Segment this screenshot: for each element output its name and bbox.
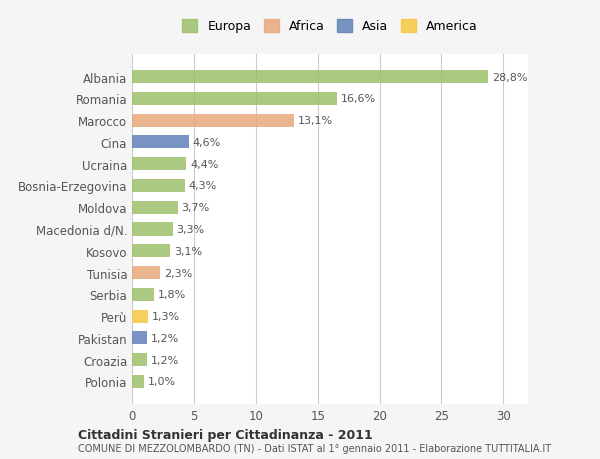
Bar: [132, 136, 189, 149]
Bar: [132, 201, 178, 214]
Text: 13,1%: 13,1%: [298, 116, 333, 126]
Text: 1,0%: 1,0%: [148, 376, 176, 386]
Legend: Europa, Africa, Asia, America: Europa, Africa, Asia, America: [179, 16, 481, 37]
Text: 4,6%: 4,6%: [193, 138, 221, 148]
Bar: [132, 331, 147, 345]
Bar: [132, 114, 294, 128]
Bar: [132, 245, 170, 258]
Bar: [132, 179, 185, 193]
Bar: [132, 93, 337, 106]
Text: 1,3%: 1,3%: [152, 311, 180, 321]
Bar: [132, 71, 488, 84]
Text: 1,2%: 1,2%: [151, 355, 179, 365]
Text: 16,6%: 16,6%: [341, 94, 376, 104]
Text: 2,3%: 2,3%: [164, 268, 193, 278]
Text: 3,3%: 3,3%: [176, 224, 205, 235]
Text: 1,8%: 1,8%: [158, 290, 186, 300]
Bar: [132, 266, 160, 280]
Text: 28,8%: 28,8%: [492, 73, 527, 83]
Text: 4,4%: 4,4%: [190, 159, 218, 169]
Text: COMUNE DI MEZZOLOMBARDO (TN) - Dati ISTAT al 1° gennaio 2011 - Elaborazione TUTT: COMUNE DI MEZZOLOMBARDO (TN) - Dati ISTA…: [78, 443, 551, 453]
Text: 1,2%: 1,2%: [151, 333, 179, 343]
Text: Cittadini Stranieri per Cittadinanza - 2011: Cittadini Stranieri per Cittadinanza - 2…: [78, 428, 373, 442]
Bar: [132, 223, 173, 236]
Bar: [132, 158, 187, 171]
Bar: [132, 288, 154, 301]
Bar: [132, 310, 148, 323]
Text: 3,7%: 3,7%: [182, 203, 210, 213]
Text: 3,1%: 3,1%: [174, 246, 202, 256]
Bar: [132, 375, 145, 388]
Text: 4,3%: 4,3%: [189, 181, 217, 191]
Bar: [132, 353, 147, 366]
